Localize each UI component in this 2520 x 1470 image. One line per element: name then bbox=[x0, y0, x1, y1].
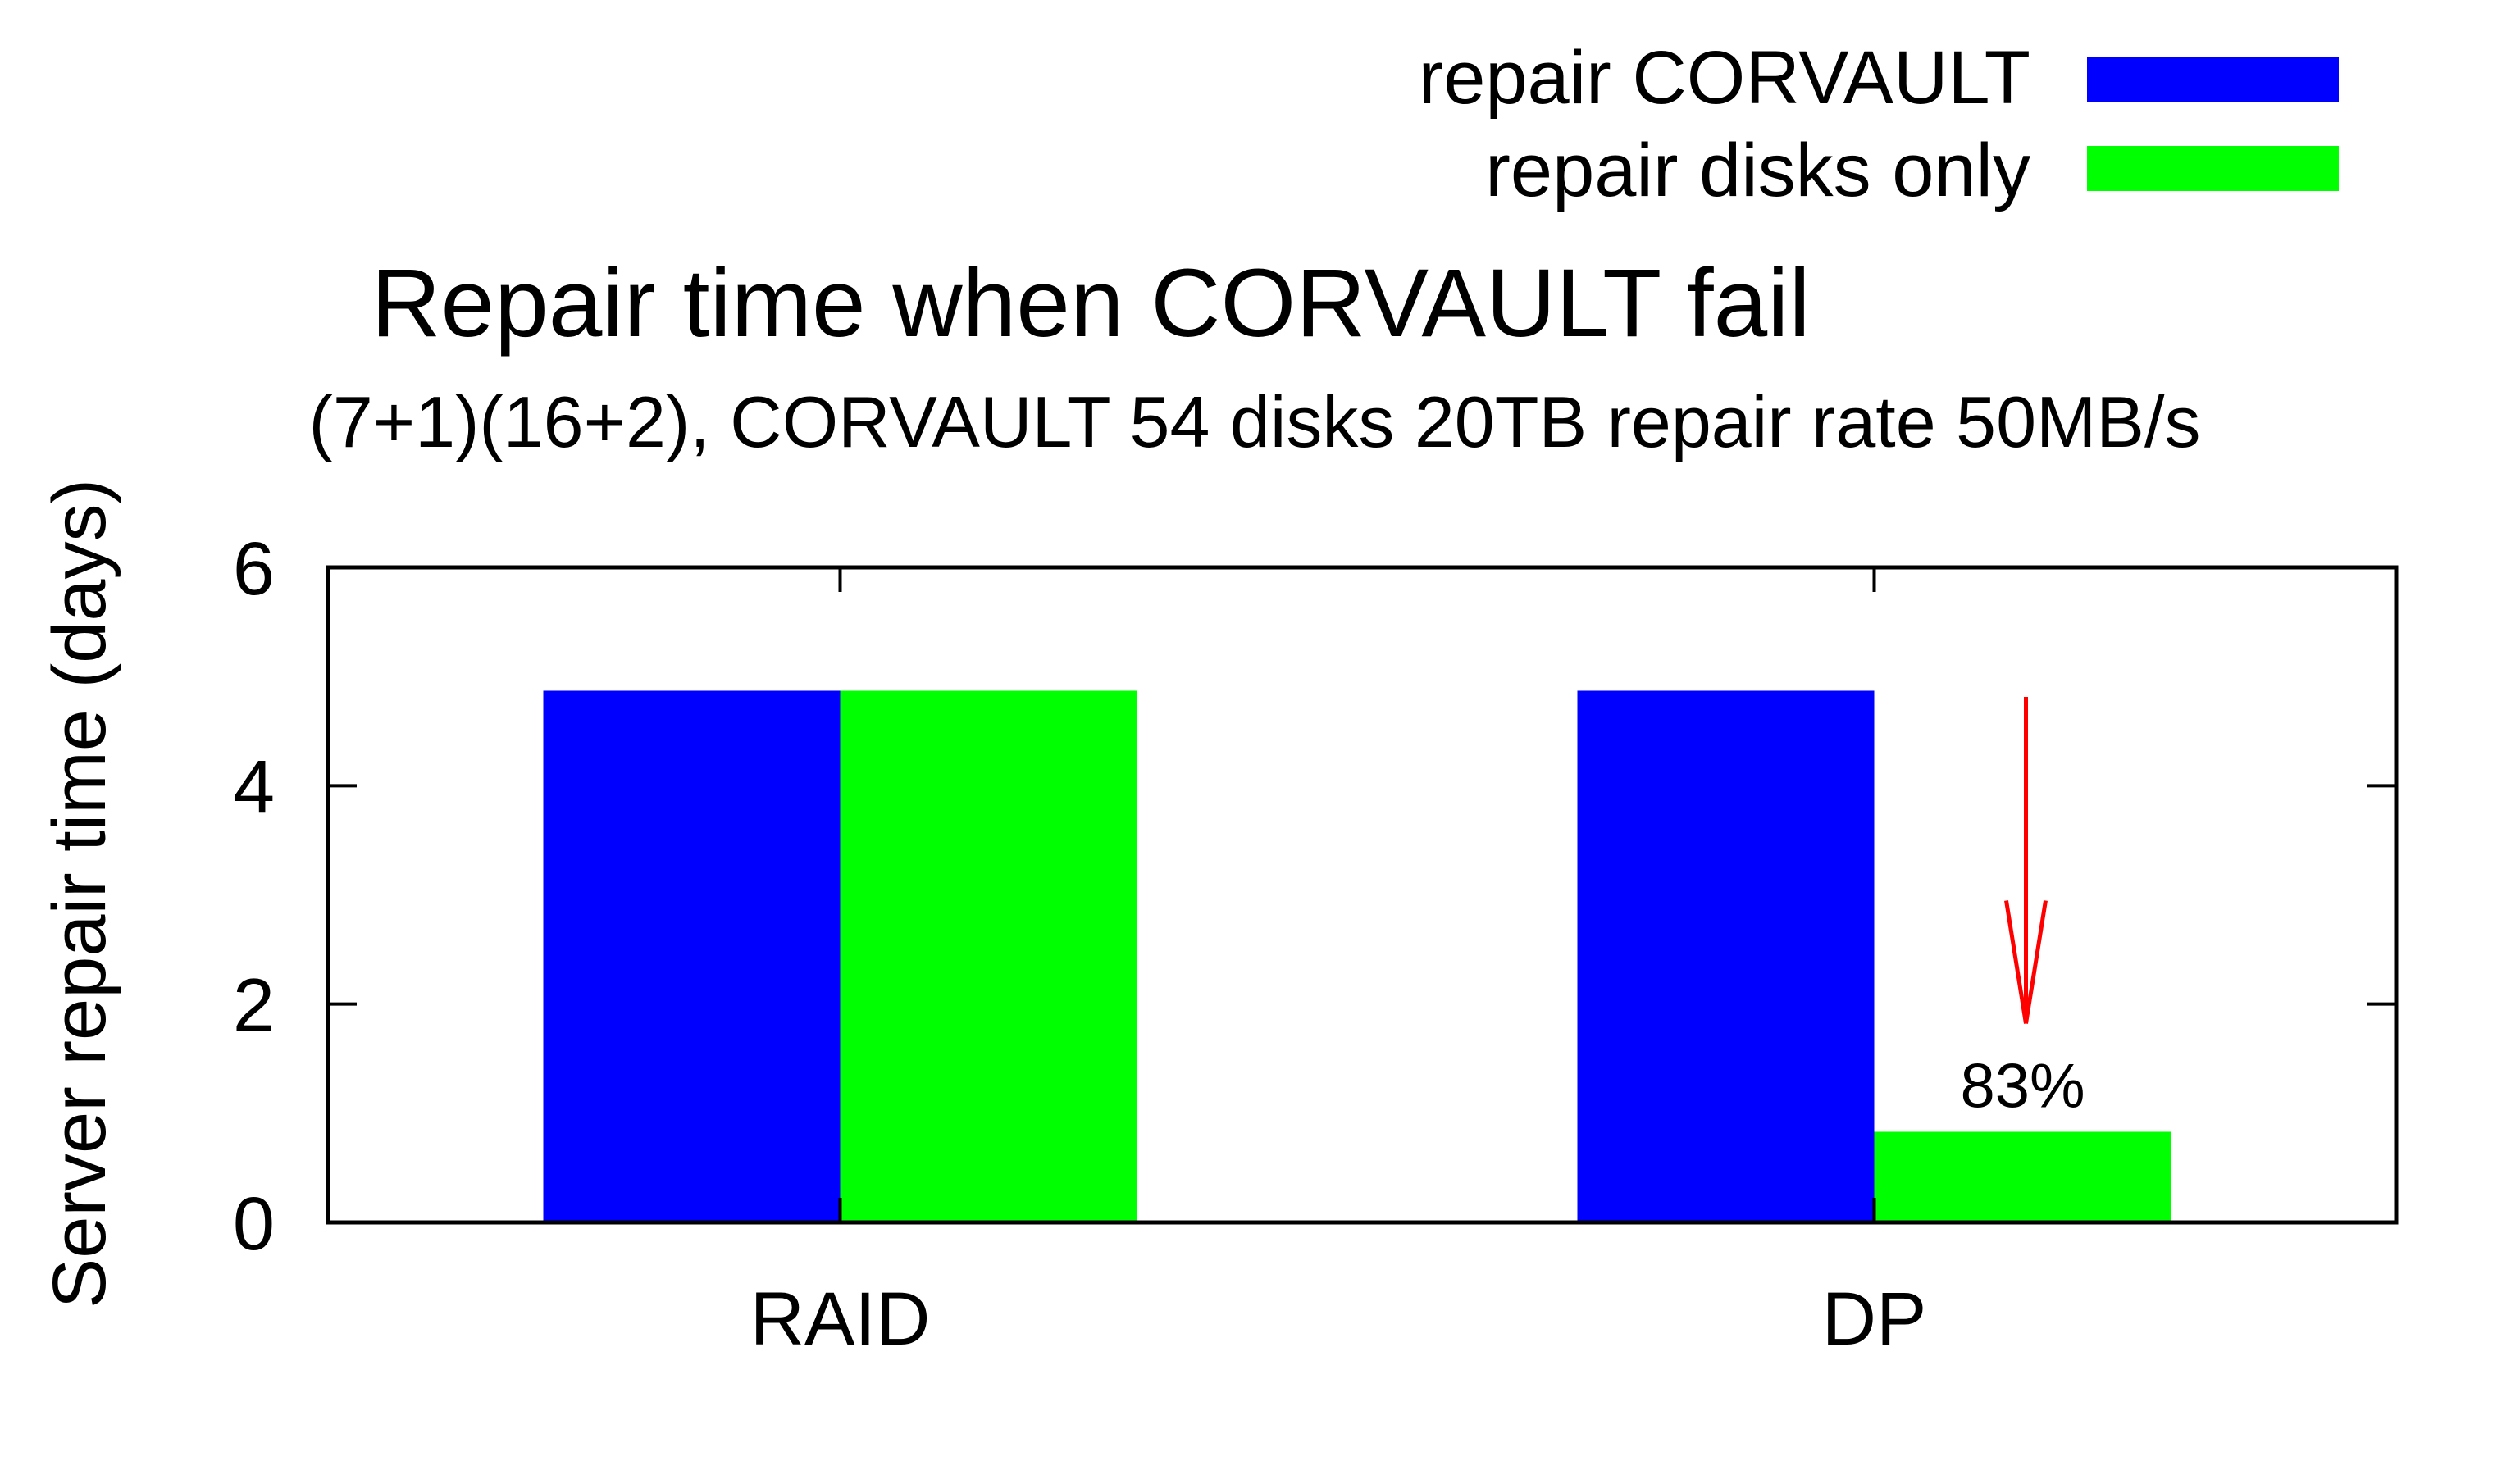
y-tick-label: 2 bbox=[233, 964, 275, 1048]
legend: repair CORVAULT repair disks only bbox=[1419, 36, 2339, 212]
x-category-label-raid: RAID bbox=[750, 1277, 931, 1361]
legend-swatch-repair-disks-only bbox=[2087, 146, 2339, 191]
bar-raid-repair-corvault bbox=[543, 690, 841, 1222]
legend-label-repair-disks-only: repair disks only bbox=[1485, 129, 2030, 212]
chart-title: Repair time when CORVAULT fail bbox=[371, 249, 1810, 357]
bar-dp-repair-corvault bbox=[1577, 690, 1875, 1222]
legend-swatch-repair-corvault bbox=[2087, 57, 2339, 102]
plot-frame bbox=[326, 565, 2399, 1225]
y-tick-labels: 0 2 4 6 bbox=[233, 527, 275, 1266]
plot-area bbox=[328, 566, 2396, 1224]
bar-raid-repair-disks-only bbox=[840, 690, 1137, 1222]
y-tick-label: 4 bbox=[233, 745, 275, 829]
y-tick-label: 6 bbox=[233, 527, 275, 611]
arrow-stroke bbox=[2024, 900, 2048, 1024]
chart-subtitle: (7+1)(16+2), CORVAULT 54 disks 20TB repa… bbox=[309, 381, 2201, 462]
x-category-label-dp: DP bbox=[1822, 1277, 1927, 1361]
bar-dp-repair-disks-only bbox=[1874, 1131, 2171, 1222]
arrow-stroke bbox=[2004, 900, 2028, 1024]
y-tick-label: 0 bbox=[233, 1182, 275, 1266]
x-tick-labels: RAID DP bbox=[750, 1277, 1927, 1361]
y-axis-label: Server repair time (days) bbox=[38, 479, 121, 1308]
reduction-arrow bbox=[2004, 697, 2048, 1024]
legend-label-repair-corvault: repair CORVAULT bbox=[1419, 36, 2030, 120]
reduction-annotation: 83% bbox=[1960, 1051, 2085, 1121]
